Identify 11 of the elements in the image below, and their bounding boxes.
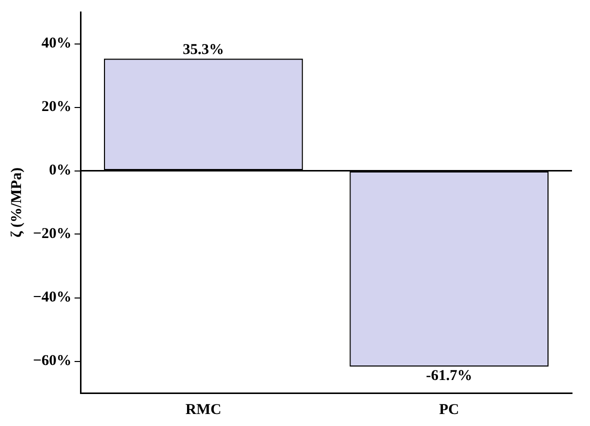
y-tick-label: −40% — [32, 290, 72, 306]
y-tick-label: −60% — [32, 353, 72, 370]
data-label: -61.7% — [426, 368, 472, 384]
y-axis-title: ζ (%/MPa) — [8, 168, 25, 238]
x-tick-label: RMC — [185, 402, 222, 418]
y-tick-label: 0% — [49, 162, 72, 179]
y-tick-label: 20% — [42, 99, 72, 116]
data-label: 35.3% — [182, 42, 224, 58]
y-tick-label: 40% — [42, 36, 72, 52]
y-tick-label: −20% — [32, 226, 72, 242]
x-tick-label: PC — [439, 402, 460, 418]
